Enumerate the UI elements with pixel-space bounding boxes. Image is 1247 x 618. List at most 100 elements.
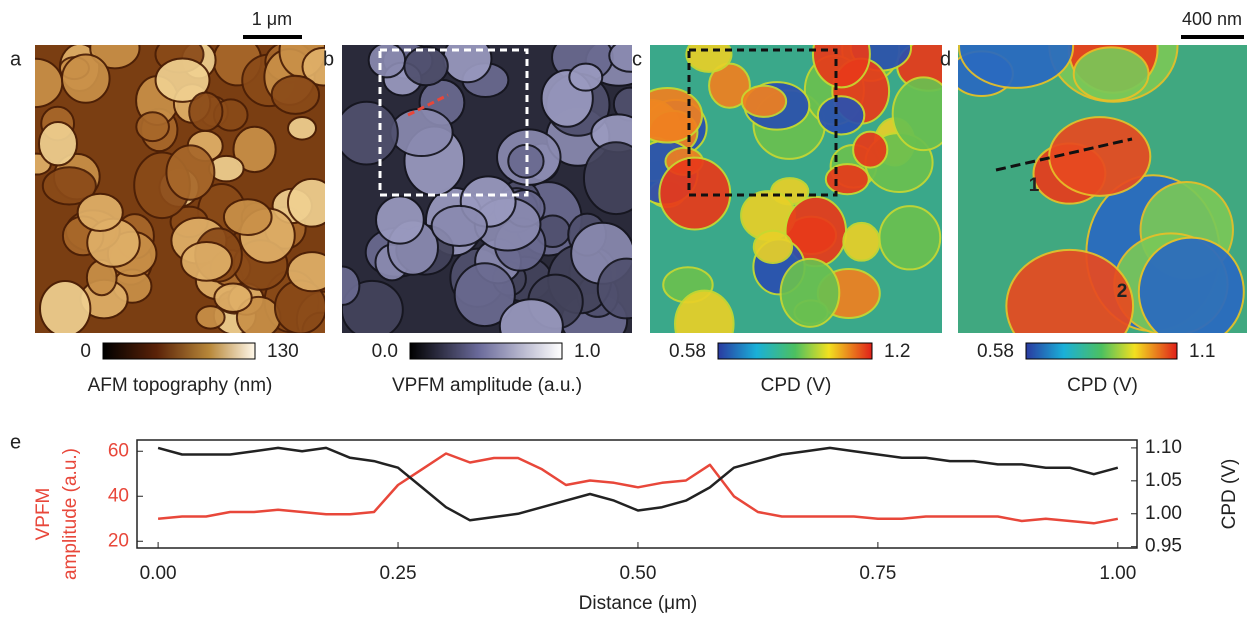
y-tick-label: 20: [108, 530, 129, 551]
grain: [61, 53, 111, 104]
grain: [39, 279, 92, 333]
grain: [498, 298, 564, 333]
grain-label: 1: [1029, 175, 1040, 196]
grain: [195, 305, 226, 330]
plot-frame: [136, 439, 1138, 549]
grain: [752, 229, 794, 264]
grain: [891, 76, 942, 152]
image-panel: [35, 45, 325, 333]
colorbar-max: 130: [267, 341, 299, 362]
colorbar-min: 0.58: [669, 341, 706, 362]
y2-tick-label: 0.95: [1145, 536, 1182, 557]
grain: [232, 125, 277, 174]
grain: [568, 62, 604, 92]
grain: [270, 74, 321, 115]
data-line: [157, 446, 1119, 522]
grain: [222, 198, 273, 236]
grain: [816, 95, 866, 136]
grain: [852, 130, 889, 169]
colorbar: [1025, 342, 1178, 360]
grain: [878, 205, 942, 271]
grain: [824, 163, 870, 196]
grain: [403, 45, 449, 87]
grain: [165, 144, 216, 201]
grain: [1048, 116, 1152, 197]
grain: [1005, 248, 1135, 333]
grain: [596, 257, 632, 320]
grain: [674, 289, 735, 333]
colorbar-min: 0.0: [372, 341, 398, 362]
grain: [1137, 236, 1245, 333]
colorbar-label: CPD (V): [1067, 375, 1138, 396]
grain: [342, 265, 361, 306]
grain: [842, 221, 881, 262]
data-line: [157, 452, 1119, 525]
y-tick-label: 60: [108, 440, 129, 461]
grain: [811, 45, 871, 89]
colorbar-label: CPD (V): [761, 375, 832, 396]
x-axis-label: Distance (μm): [579, 593, 698, 614]
grain: [779, 257, 841, 328]
y2-tick-label: 1.00: [1145, 503, 1182, 524]
grain: [740, 84, 788, 118]
panel-letter: d: [940, 48, 951, 70]
colorbar-min: 0.58: [977, 341, 1014, 362]
panel-letter: a: [10, 48, 22, 70]
colorbar-label: AFM topography (nm): [88, 375, 273, 396]
grain: [301, 46, 325, 87]
grain: [286, 251, 325, 293]
colorbar: [717, 342, 873, 360]
grain: [342, 100, 399, 166]
grain: [188, 91, 224, 132]
colorbar-max: 1.2: [884, 341, 910, 362]
profile-line: [407, 93, 449, 117]
grain: [76, 192, 124, 233]
grain: [1072, 46, 1150, 102]
scale-bar-label: 400 nm: [1182, 9, 1242, 29]
grain: [154, 57, 211, 103]
roi-box: [378, 48, 529, 197]
grain: [286, 177, 325, 228]
y-axis-label: amplitude (a.u.): [60, 448, 81, 580]
grain: [37, 121, 78, 167]
grain: [453, 262, 516, 328]
x-tick-label: 0.50: [619, 563, 656, 584]
images: [35, 45, 1247, 333]
grain: [958, 45, 1075, 89]
y2-tick-label: 1.05: [1145, 470, 1182, 491]
colorbar-label: VPFM amplitude (a.u.): [392, 375, 582, 396]
panel-letter: b: [323, 48, 334, 70]
y-tick-label: 40: [108, 485, 129, 506]
colorbar-min: 0: [80, 341, 91, 362]
panel-letter: c: [632, 48, 642, 70]
grain: [287, 116, 318, 141]
grain: [213, 282, 253, 313]
y2-axis-label: CPD (V): [1219, 459, 1240, 530]
x-tick-label: 0.75: [859, 563, 896, 584]
colorbar: [409, 342, 563, 360]
grain-label: 2: [1117, 281, 1128, 302]
image-panel: [958, 45, 1247, 333]
colorbar-max: 1.0: [574, 341, 600, 362]
y2-tick-label: 1.10: [1145, 437, 1182, 458]
scale-bar-label: 1 μm: [252, 9, 292, 29]
grain: [442, 45, 493, 84]
panel-letter: e: [10, 431, 21, 453]
grain: [41, 166, 97, 206]
roi-box: [687, 48, 838, 197]
grain: [650, 87, 704, 144]
grain: [367, 45, 407, 79]
grain: [708, 62, 751, 109]
x-tick-label: 1.00: [1099, 563, 1136, 584]
grain: [135, 111, 170, 143]
x-tick-label: 0.25: [380, 563, 417, 584]
colorbar: [102, 342, 256, 360]
x-tick-label: 0.00: [140, 563, 177, 584]
profile-line: [995, 137, 1133, 172]
colorbar-max: 1.1: [1189, 341, 1215, 362]
grain: [389, 107, 454, 158]
grain: [375, 195, 425, 245]
grain: [180, 240, 233, 282]
y-axis-label: VPFM: [33, 488, 54, 541]
